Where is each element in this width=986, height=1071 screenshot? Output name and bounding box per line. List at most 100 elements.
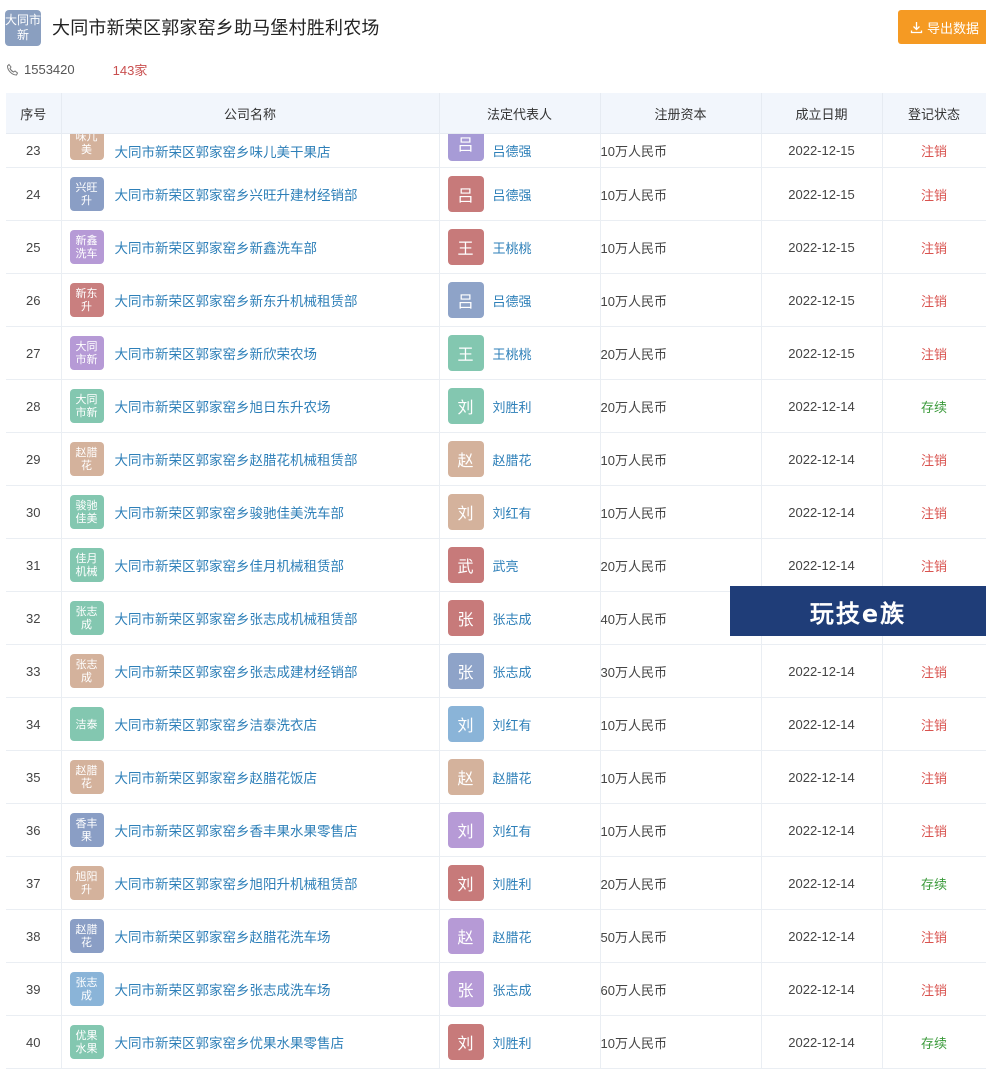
- legal-rep-link[interactable]: 张志成: [492, 664, 532, 680]
- row-index: 37: [6, 856, 62, 910]
- table-row[interactable]: 33 张志成 大同市新荣区郭家窑乡张志成建材经销部张张志成 30万人民币 2022-12…: [6, 644, 986, 698]
- table-row[interactable]: 36 香丰果 大同市新荣区郭家窑乡香丰果水果零售店刘刘红有 10万人民币 2022-12…: [6, 803, 986, 857]
- company-cell: 味儿美 大同市新荣区郭家窑乡味儿美干果店: [61, 133, 440, 168]
- table-row[interactable]: 38 赵腊花 大同市新荣区郭家窑乡赵腊花洗车场赵赵腊花 50万人民币 2022-12-1…: [6, 909, 986, 963]
- legal-rep-cell: 武武亮: [439, 538, 601, 592]
- status-badge: 注销: [882, 644, 986, 698]
- row-index: 23: [6, 133, 62, 168]
- legal-rep-link[interactable]: 刘胜利: [492, 876, 532, 892]
- company-name-link[interactable]: 大同市新荣区郭家窑乡香丰果水果零售店: [114, 824, 358, 839]
- avatar: 刘: [447, 706, 484, 742]
- company-logo: 佳月机械: [69, 548, 104, 582]
- status-badge: 注销: [882, 133, 986, 168]
- legal-rep-link[interactable]: 吕德强: [492, 187, 532, 203]
- company-name-link[interactable]: 大同市新荣区郭家窑乡兴旺升建材经销部: [114, 188, 358, 203]
- legal-rep-link[interactable]: 赵腊花: [492, 929, 532, 945]
- established-date: 2022-12-15: [761, 133, 883, 168]
- table-row[interactable]: 30 骏驰佳美 大同市新荣区郭家窑乡骏驰佳美洗车部刘刘红有 10万人民币 2022-12…: [6, 485, 986, 539]
- export-data-button[interactable]: 导出数据: [898, 10, 986, 44]
- company-name-link[interactable]: 大同市新荣区郭家窑乡旭阳升机械租赁部: [114, 877, 358, 892]
- table-row[interactable]: 31 佳月机械 大同市新荣区郭家窑乡佳月机械租赁部武武亮 20万人民币 2022-12-…: [6, 538, 986, 592]
- established-date: 2022-12-15: [761, 326, 883, 380]
- column-header-legal-rep: 法定代表人: [439, 93, 601, 134]
- avatar: 王: [447, 335, 484, 371]
- company-logo: 旭阳升: [69, 866, 104, 900]
- status-badge: 注销: [882, 909, 986, 963]
- table-row[interactable]: 23 味儿美 大同市新荣区郭家窑乡味儿美干果店吕吕德强 10万人民币 2022-12-1…: [6, 133, 986, 168]
- legal-rep-cell: 王王桃桃: [439, 326, 601, 380]
- legal-rep-link[interactable]: 王桃桃: [492, 240, 532, 256]
- company-name-link[interactable]: 大同市新荣区郭家窑乡张志成机械租赁部: [114, 612, 358, 627]
- company-name-link[interactable]: 大同市新荣区郭家窑乡骏驰佳美洗车部: [114, 506, 345, 521]
- established-date: 2022-12-15: [761, 167, 883, 221]
- legal-rep-link[interactable]: 吕德强: [492, 293, 532, 309]
- company-name-link[interactable]: 大同市新荣区郭家窑乡旭日东升农场: [114, 400, 331, 415]
- status-badge: 注销: [882, 432, 986, 486]
- legal-rep-cell: 刘刘红有: [439, 485, 601, 539]
- company-name-link[interactable]: 大同市新荣区郭家窑乡赵腊花洗车场: [114, 930, 331, 945]
- legal-rep-link[interactable]: 刘红有: [492, 505, 532, 521]
- registered-capital: 60万人民币: [600, 962, 762, 1016]
- company-cell: 赵腊花 大同市新荣区郭家窑乡赵腊花机械租赁部: [61, 432, 440, 486]
- legal-rep-link[interactable]: 张志成: [492, 611, 532, 627]
- company-name-link[interactable]: 大同市新荣区郭家窑乡张志成建材经销部: [114, 665, 358, 680]
- table-row[interactable]: 27 大同市新 大同市新荣区郭家窑乡新欣荣农场王王桃桃 20万人民币 2022-12-1…: [6, 326, 986, 380]
- company-name-link[interactable]: 大同市新荣区郭家窑乡新欣荣农场: [114, 347, 318, 362]
- table-row[interactable]: 26 新东升 大同市新荣区郭家窑乡新东升机械租赁部吕吕德强 10万人民币 2022-12…: [6, 273, 986, 327]
- company-name-link[interactable]: 大同市新荣区郭家窑乡新东升机械租赁部: [114, 294, 358, 309]
- company-name-link[interactable]: 大同市新荣区郭家窑乡赵腊花饭店: [114, 771, 318, 786]
- established-date: 2022-12-14: [761, 750, 883, 804]
- row-index: 40: [6, 1015, 62, 1069]
- watermark-logo: 玩技e族: [730, 586, 986, 636]
- legal-rep-link[interactable]: 武亮: [492, 558, 519, 574]
- established-date: 2022-12-14: [761, 644, 883, 698]
- company-name-link[interactable]: 大同市新荣区郭家窑乡新鑫洗车部: [114, 241, 318, 256]
- avatar: 吕: [447, 282, 484, 318]
- table-row[interactable]: 40 优果水果 大同市新荣区郭家窑乡优果水果零售店刘刘胜利 10万人民币 2022-12…: [6, 1015, 986, 1069]
- legal-rep-link[interactable]: 刘胜利: [492, 1035, 532, 1051]
- company-cell: 张志成 大同市新荣区郭家窑乡张志成机械租赁部: [61, 591, 440, 645]
- legal-rep-link[interactable]: 吕德强: [492, 144, 532, 159]
- legal-rep-link[interactable]: 赵腊花: [492, 770, 532, 786]
- legal-rep-link[interactable]: 赵腊花: [492, 452, 532, 468]
- table-row[interactable]: 24 兴旺升 大同市新荣区郭家窑乡兴旺升建材经销部吕吕德强 10万人民币 2022-12…: [6, 167, 986, 221]
- company-count[interactable]: 143家: [112, 63, 148, 78]
- company-logo: 张志成: [69, 654, 104, 688]
- company-name-link[interactable]: 大同市新荣区郭家窑乡优果水果零售店: [114, 1036, 345, 1051]
- company-logo: 兴旺升: [69, 177, 104, 211]
- avatar: 张: [447, 653, 484, 689]
- table-row[interactable]: 28 大同市新 大同市新荣区郭家窑乡旭日东升农场刘刘胜利 20万人民币 2022-12-…: [6, 379, 986, 433]
- company-name-link[interactable]: 大同市新荣区郭家窑乡味儿美干果店: [114, 144, 331, 160]
- company-logo: 赵腊花: [69, 760, 104, 794]
- avatar: 张: [447, 600, 484, 636]
- row-index: 34: [6, 697, 62, 751]
- company-cell: 香丰果 大同市新荣区郭家窑乡香丰果水果零售店: [61, 803, 440, 857]
- company-name-link[interactable]: 大同市新荣区郭家窑乡赵腊花机械租赁部: [114, 453, 358, 468]
- company-name-link[interactable]: 大同市新荣区郭家窑乡张志成洗车场: [114, 983, 331, 998]
- legal-rep-link[interactable]: 刘胜利: [492, 399, 532, 415]
- legal-rep-link[interactable]: 刘红有: [492, 823, 532, 839]
- established-date: 2022-12-14: [761, 909, 883, 963]
- legal-rep-link[interactable]: 刘红有: [492, 717, 532, 733]
- company-name-link[interactable]: 大同市新荣区郭家窑乡洁泰洗衣店: [114, 718, 318, 733]
- company-logo: 骏驰佳美: [69, 495, 104, 529]
- registered-capital: 20万人民币: [600, 538, 762, 592]
- company-logo: 新鑫洗车: [69, 230, 104, 264]
- registered-capital: 20万人民币: [600, 856, 762, 910]
- table-row[interactable]: 39 张志成 大同市新荣区郭家窑乡张志成洗车场张张志成 60万人民币 2022-12-1…: [6, 962, 986, 1016]
- registered-capital: 10万人民币: [600, 697, 762, 751]
- legal-rep-cell: 赵赵腊花: [439, 909, 601, 963]
- table-row[interactable]: 37 旭阳升 大同市新荣区郭家窑乡旭阳升机械租赁部刘刘胜利 20万人民币 2022-12…: [6, 856, 986, 910]
- legal-rep-link[interactable]: 王桃桃: [492, 346, 532, 362]
- table-row[interactable]: 25 新鑫洗车 大同市新荣区郭家窑乡新鑫洗车部王王桃桃 10万人民币 2022-12-1…: [6, 220, 986, 274]
- established-date: 2022-12-14: [761, 485, 883, 539]
- legal-rep-link[interactable]: 张志成: [492, 982, 532, 998]
- table-row[interactable]: 35 赵腊花 大同市新荣区郭家窑乡赵腊花饭店赵赵腊花 10万人民币 2022-12-14…: [6, 750, 986, 804]
- row-index: 39: [6, 962, 62, 1016]
- table-row[interactable]: 34 洁泰 大同市新荣区郭家窑乡洁泰洗衣店刘刘红有 10万人民币 2022-12-14 注…: [6, 697, 986, 751]
- avatar: 吕: [447, 176, 484, 212]
- company-name-link[interactable]: 大同市新荣区郭家窑乡佳月机械租赁部: [114, 559, 345, 574]
- registered-capital: 20万人民币: [600, 379, 762, 433]
- table-row[interactable]: 29 赵腊花 大同市新荣区郭家窑乡赵腊花机械租赁部赵赵腊花 10万人民币 2022-12…: [6, 432, 986, 486]
- status-badge: 注销: [882, 220, 986, 274]
